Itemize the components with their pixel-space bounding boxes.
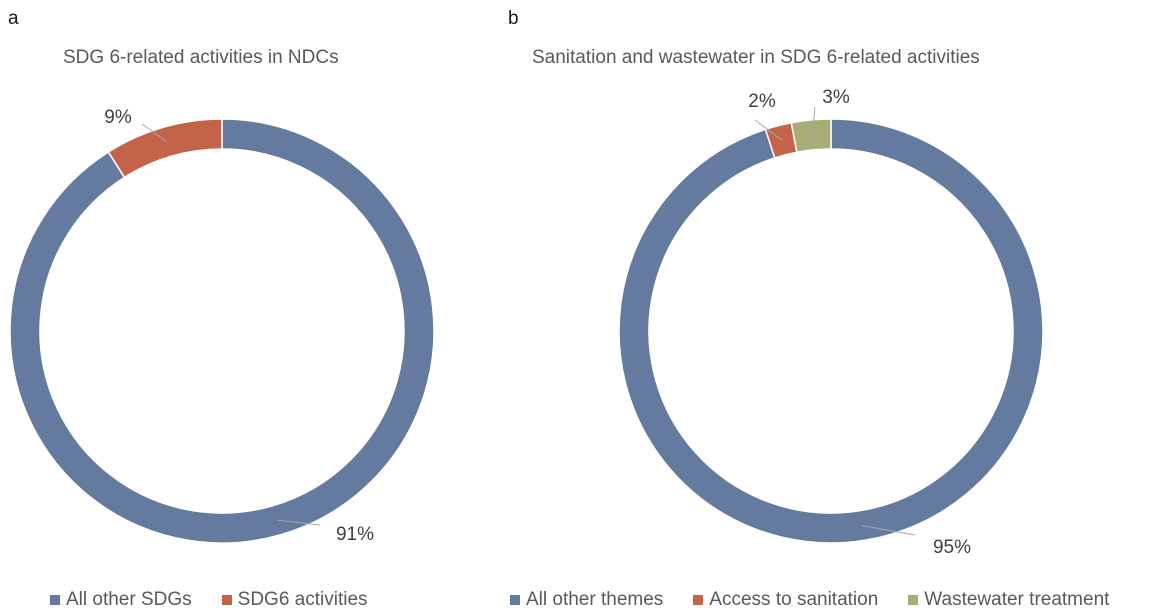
slice-wastewater-treatment xyxy=(790,118,832,154)
legend: All other themes Access to sanitation Wast… xyxy=(510,589,1109,611)
legend-item-access-to-sanitation: Access to sanitation xyxy=(693,589,878,611)
leader-line xyxy=(754,119,783,141)
donut-chart-a: 91% 9% xyxy=(9,107,435,545)
legend-item-wastewater-treatment: Wastewater treatment xyxy=(908,589,1109,611)
panel-label: b xyxy=(508,8,519,29)
panel-label: a xyxy=(8,8,19,29)
legend-swatch xyxy=(693,595,704,605)
legend-swatch xyxy=(510,595,520,605)
data-label: 95% xyxy=(933,537,971,558)
legend: All other SDGs SDG6 activities xyxy=(50,589,368,611)
legend-swatch xyxy=(50,595,60,605)
legend-label: All other themes xyxy=(526,589,664,610)
legend-label: Wastewater treatment xyxy=(924,589,1110,610)
chart-title: SDG 6-related activities in NDCs xyxy=(63,47,339,68)
data-label: 2% xyxy=(748,91,776,112)
legend-label: SDG6 activities xyxy=(237,589,368,610)
legend-item-all-other-themes: All other themes xyxy=(510,589,663,611)
legend-item-all-other-sdgs: All other SDGs xyxy=(50,589,192,611)
chart-panel-b: b Sanitation and wastewater in SDG 6-rel… xyxy=(480,0,1164,612)
donut-chart-b: 95% 2% 3% xyxy=(618,87,1044,558)
legend-swatch xyxy=(221,595,232,605)
leader-line xyxy=(141,123,168,143)
leader-line xyxy=(811,106,816,135)
legend-item-sdg6-activities: SDG6 activities xyxy=(221,589,368,611)
leader-line xyxy=(861,525,916,536)
data-label: 3% xyxy=(822,87,850,108)
chart-title: Sanitation and wastewater in SDG 6-relat… xyxy=(532,47,980,68)
slice-all-other-themes xyxy=(618,118,1044,544)
slice-all-other-sdgs xyxy=(9,118,435,544)
slice-sdg6-activities xyxy=(107,118,223,179)
data-label: 9% xyxy=(104,107,132,128)
legend-label: All other SDGs xyxy=(66,589,192,610)
leader-line xyxy=(276,519,321,526)
legend-swatch xyxy=(908,595,919,605)
data-label: 91% xyxy=(336,524,374,545)
chart-panel-a: a SDG 6-related activities in NDCs 91% 9%… xyxy=(0,0,480,612)
legend-label: Access to sanitation xyxy=(709,589,879,610)
